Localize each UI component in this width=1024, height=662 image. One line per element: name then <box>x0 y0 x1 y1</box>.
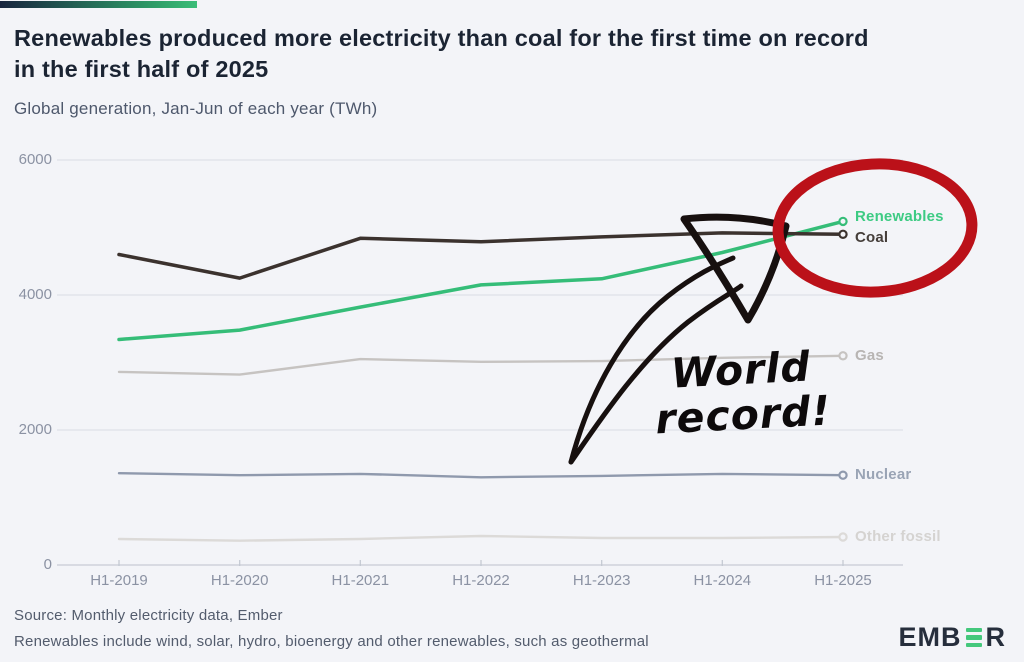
ember-logo-text-r: R <box>985 622 1006 652</box>
series-line-nuclear <box>117 472 845 479</box>
series-endpoint-marker-gas <box>838 351 848 361</box>
ember-logo-e-bars-icon <box>965 627 983 648</box>
world-record-line-2: record! <box>654 386 833 444</box>
chart-subtitle: Global generation, Jan-Jun of each year … <box>14 99 378 118</box>
hand-drawn-annotations <box>568 158 978 465</box>
world-record-arrow-head <box>680 213 790 324</box>
series-endpoint-marker-renewables <box>838 216 848 227</box>
page-title: Renewables produced more electricity tha… <box>14 23 1004 85</box>
series-layer <box>117 216 848 542</box>
grid-layer <box>57 159 903 566</box>
brand-accent-bar <box>0 1 197 8</box>
ember-logo-text-emb: EMB <box>898 622 962 652</box>
series-line-other-fossil <box>117 534 845 542</box>
title-line-2: in the first half of 2025 <box>14 56 269 82</box>
series-endpoint-marker-coal <box>838 229 848 239</box>
source-note: Source: Monthly electricity data, Ember <box>14 607 283 624</box>
series-endpoint-marker-nuclear <box>838 470 848 480</box>
title-line-1: Renewables produced more electricity tha… <box>14 25 869 51</box>
chart-footer: Source: Monthly electricity data, Ember … <box>14 603 649 655</box>
ember-logo: EMB R <box>899 624 1007 651</box>
world-record-arrow-shaft-inner <box>568 283 744 465</box>
series-line-renewables <box>117 219 845 342</box>
series-line-gas <box>117 354 845 376</box>
series-endpoint-marker-other-fossil <box>838 532 848 542</box>
renewables-definition-note: Renewables include wind, solar, hydro, b… <box>14 633 649 650</box>
red-circle-annotation <box>772 158 978 298</box>
series-line-coal <box>117 231 845 280</box>
world-record-annotation-text: World record! <box>640 342 844 444</box>
